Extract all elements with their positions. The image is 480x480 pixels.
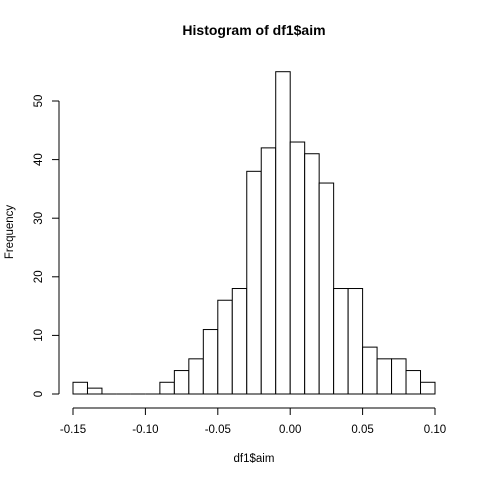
histogram-bar	[188, 358, 204, 395]
x-tick-label: -0.10	[132, 424, 158, 436]
histogram-bar	[260, 147, 277, 395]
histogram-bar	[86, 387, 103, 395]
y-tick-label: 10	[33, 329, 45, 342]
x-axis-label: df1$aim	[234, 453, 275, 465]
histogram-bar	[362, 346, 378, 395]
histogram-bar	[333, 288, 349, 395]
histogram-bar	[231, 288, 248, 395]
x-tick-label: -0.05	[205, 424, 231, 436]
chart-title: Histogram of df1$aim	[182, 22, 325, 38]
histogram-bar	[318, 182, 335, 395]
y-tick-label: 30	[33, 212, 45, 225]
histogram-bar	[405, 370, 422, 395]
histogram-bar	[347, 288, 364, 395]
x-tick-label: 0.00	[279, 424, 301, 436]
histogram-bar	[420, 381, 436, 395]
x-tick-label: -0.15	[60, 424, 86, 436]
histogram-bar	[246, 170, 262, 395]
histogram-bar	[304, 153, 320, 395]
y-axis: 0 10 20 30 40 50	[33, 95, 60, 397]
histogram-bar	[391, 358, 407, 395]
histogram-bar	[72, 381, 88, 395]
histogram-bar	[275, 71, 291, 395]
histogram-bar	[159, 381, 175, 395]
y-tick-label: 40	[33, 153, 45, 166]
y-tick-label: 0	[33, 391, 45, 397]
y-axis-label: Frequency	[4, 205, 16, 260]
bars-group	[72, 71, 436, 395]
x-tick-label: 0.05	[351, 424, 373, 436]
histogram-bar	[289, 141, 306, 395]
x-axis: -0.15 -0.10 -0.05 0.00 0.05 0.10	[60, 407, 446, 436]
y-tick-label: 20	[33, 270, 45, 283]
y-tick-label: 50	[33, 95, 45, 108]
histogram-bar	[217, 299, 233, 395]
x-tick-label: 0.10	[424, 424, 446, 436]
histogram-bar	[376, 358, 393, 395]
histogram-bar	[202, 329, 219, 395]
histogram-bar	[173, 370, 190, 395]
